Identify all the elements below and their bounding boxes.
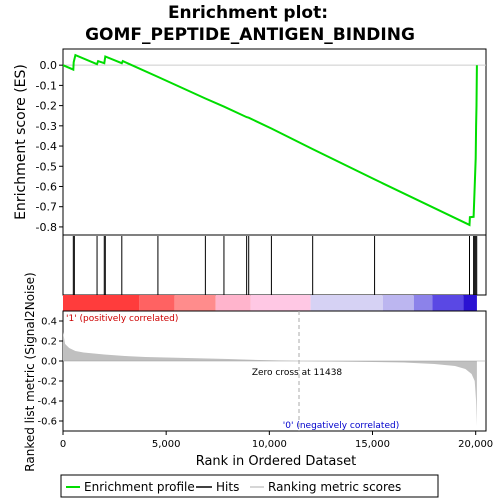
metric-y-tick-label: -0.4 bbox=[37, 397, 57, 408]
es-y-tick-label: -0.3 bbox=[36, 120, 57, 133]
legend-frame bbox=[60, 474, 439, 498]
enrichment-profile-line bbox=[62, 53, 478, 227]
x-tick-label: 20,000 bbox=[458, 439, 493, 450]
x-tick-label: 0 bbox=[60, 439, 66, 450]
metric-y-tick-label: 0.0 bbox=[41, 357, 57, 368]
heatmap-segment bbox=[215, 295, 251, 311]
chart-legend: Enrichment profile Hits Ranking metric s… bbox=[60, 474, 439, 498]
x-tick-label: 5,000 bbox=[152, 439, 181, 450]
es-panel-frame bbox=[62, 48, 487, 236]
metric-y-tick-label: 0.2 bbox=[41, 337, 57, 348]
positive-correlation-label: '1' (positively correlated) bbox=[66, 314, 178, 324]
metric-y-ticks: 0.4 0.2 0.0 -0.2 -0.4 -0.6 bbox=[37, 317, 63, 428]
heatmap-segment bbox=[174, 295, 216, 311]
metric-panel-frame bbox=[62, 310, 487, 432]
hits-panel-frame bbox=[62, 234, 487, 296]
chart-title-line2: GOMF_PEPTIDE_ANTIGEN_BINDING bbox=[85, 25, 415, 45]
chart-title-line1: Enrichment plot: bbox=[168, 3, 328, 23]
es-y-ticks: 0.0 -0.1 -0.2 -0.3 -0.4 -0.5 -0.6 -0.7 -0.8 bbox=[36, 59, 63, 234]
heatmap-segment bbox=[463, 295, 477, 311]
x-tick-label: 15,000 bbox=[355, 439, 390, 450]
zero-cross-label: Zero cross at 11438 bbox=[252, 368, 343, 378]
heatmap-segment bbox=[63, 295, 140, 311]
negative-correlation-label: '0' (negatively correlated) bbox=[283, 421, 399, 431]
es-y-tick-label: -0.2 bbox=[36, 100, 57, 113]
legend-label-enrichment-profile: Enrichment profile bbox=[84, 480, 195, 494]
heatmap-segment bbox=[310, 295, 383, 311]
x-tick-label: 10,000 bbox=[252, 439, 287, 450]
metric-y-axis-label: Ranked list metric (Signal2Noise) bbox=[23, 272, 37, 471]
heatmap-segment bbox=[432, 295, 464, 311]
heatmap-segment bbox=[413, 295, 433, 311]
es-y-tick-label: -0.8 bbox=[36, 221, 57, 234]
x-axis-label: Rank in Ordered Dataset bbox=[196, 454, 357, 469]
heatmap-segment bbox=[250, 295, 311, 311]
metric-y-tick-label: -0.6 bbox=[37, 417, 57, 428]
es-y-tick-label: -0.1 bbox=[36, 79, 57, 92]
metric-y-tick-label: 0.4 bbox=[41, 317, 57, 328]
es-y-tick-label: -0.4 bbox=[36, 140, 57, 153]
heatmap-segment bbox=[139, 295, 175, 311]
es-y-axis-label: Enrichment score (ES) bbox=[13, 64, 29, 220]
es-y-tick-label: 0.0 bbox=[40, 59, 58, 72]
x-axis-ticks: 0 5,000 10,000 15,000 20,000 bbox=[60, 431, 493, 450]
legend-label-hits: Hits bbox=[216, 480, 239, 494]
es-y-tick-label: -0.7 bbox=[36, 201, 57, 214]
legend-label-ranking-metric: Ranking metric scores bbox=[268, 480, 401, 494]
metric-y-tick-label: -0.2 bbox=[37, 377, 57, 388]
es-y-tick-label: -0.6 bbox=[36, 180, 57, 193]
hits-panel bbox=[62, 234, 487, 296]
hit-lines bbox=[72, 236, 478, 295]
es-y-tick-label: -0.5 bbox=[36, 160, 57, 173]
heatmap-segment bbox=[382, 295, 414, 311]
rank-heatmap-bar bbox=[63, 295, 477, 311]
es-panel: 0.0 -0.1 -0.2 -0.3 -0.4 -0.5 -0.6 -0.7 -0.8 bbox=[36, 48, 487, 236]
metric-panel: 0.4 0.2 0.0 -0.2 -0.4 -0.6 '1' (positively co… bbox=[37, 310, 487, 432]
